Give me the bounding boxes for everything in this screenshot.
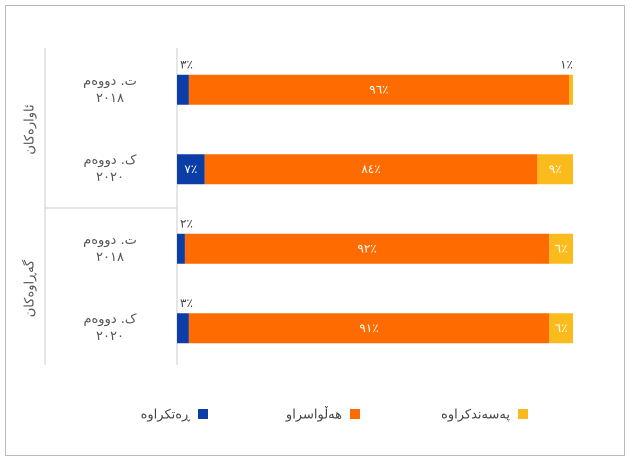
legend-label: ڕەتکراوە	[141, 408, 191, 423]
category-label: ک. دووەم ٢٠٢٠	[83, 312, 137, 345]
legend-swatch	[350, 409, 360, 419]
legend-label: پەسەندکراوە	[441, 408, 510, 423]
bar-segment	[184, 233, 550, 264]
data-label: ٩٪	[549, 162, 562, 176]
data-label: ١٪	[560, 57, 573, 71]
bar-segment	[537, 154, 573, 185]
data-label: ٦٪	[555, 321, 568, 335]
legend-label: هەڵواسراو	[285, 406, 342, 423]
group-label: ئاوارەکان	[23, 104, 38, 154]
data-label: ٩٢٪	[357, 241, 376, 255]
data-label: ٩١٪	[359, 321, 378, 335]
category-label: ت. دووەم ٢٠١٨	[83, 73, 137, 106]
bar-segment	[549, 313, 573, 344]
data-label: ٦٪	[555, 241, 568, 255]
bar-segment	[177, 74, 189, 105]
data-label: ٨٤٪	[361, 162, 380, 176]
bar-segment	[204, 154, 538, 185]
data-label: ٣٪	[180, 57, 193, 71]
bar-segment	[188, 74, 570, 105]
category-label: ک. دووەم ٢٠٢٠	[83, 153, 137, 186]
bar-segment	[569, 74, 573, 105]
bar-segment	[549, 233, 573, 264]
legend-swatch	[518, 409, 528, 419]
data-label: ٢٪	[180, 216, 193, 230]
bar-segment	[188, 313, 550, 344]
data-label: ٩٦٪	[369, 82, 388, 96]
bar-segment	[177, 154, 205, 185]
data-label: ٣٪	[180, 296, 193, 310]
category-label: ت. دووەم ٢٠١٨	[83, 232, 137, 265]
bar-segment	[177, 233, 185, 264]
data-label: ٧٪	[184, 162, 197, 176]
group-label: گەڕاوەکان	[22, 259, 38, 317]
bar-segment	[177, 313, 189, 344]
legend-swatch	[198, 409, 208, 419]
